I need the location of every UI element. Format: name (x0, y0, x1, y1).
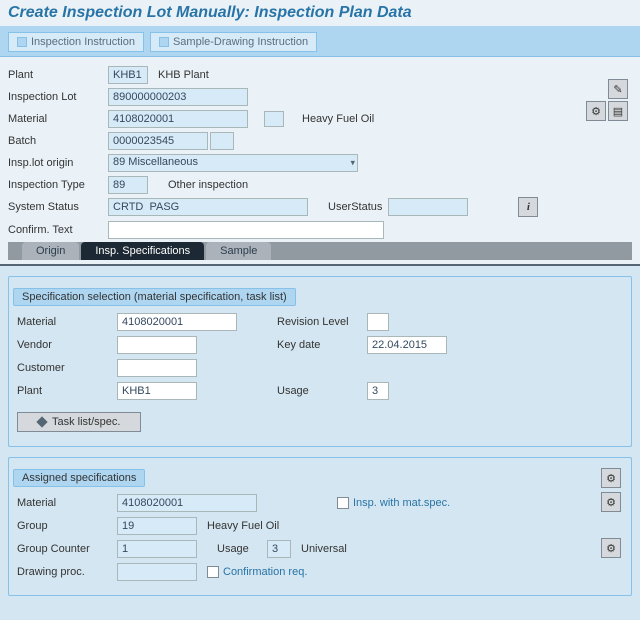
tab-sample[interactable]: Sample (206, 242, 271, 260)
revision-label: Revision Level (277, 316, 367, 328)
origin-dropdown[interactable]: 89 Miscellaneous ▾ (108, 154, 358, 172)
confirmation-req-label: Confirmation req. (223, 566, 307, 578)
assigned-usage-label: Usage (217, 543, 267, 555)
material-desc: Heavy Fuel Oil (302, 113, 374, 125)
settings-icon[interactable]: ⚙ (586, 101, 606, 121)
plant-desc: KHB Plant (158, 69, 209, 81)
customer-label: Customer (17, 362, 117, 374)
confirm-text-label: Confirm. Text (8, 224, 108, 236)
assigned-settings-icon-1[interactable]: ⚙ (601, 468, 621, 488)
task-list-spec-button[interactable]: Task list/spec. (17, 412, 141, 432)
spec-plant-label: Plant (17, 385, 117, 397)
header-form: ✎ ⚙ ▤ Plant KHB Plant Inspection Lot Mat… (0, 57, 640, 264)
tab-origin[interactable]: Origin (22, 242, 79, 260)
assigned-panel-title: Assigned specifications (13, 469, 145, 487)
specification-selection-panel: Specification selection (material specif… (8, 276, 632, 447)
keydate-label: Key date (277, 339, 367, 351)
task-list-label: Task list/spec. (52, 416, 120, 428)
drawing-input (117, 563, 197, 581)
inspection-instruction-label: Inspection Instruction (31, 36, 135, 48)
revision-input[interactable] (367, 313, 389, 331)
page-title: Create Inspection Lot Manually: Inspecti… (8, 4, 632, 22)
spec-material-label: Material (17, 316, 117, 328)
batch-input[interactable] (108, 132, 208, 150)
inspection-instruction-button[interactable]: Inspection Instruction (8, 32, 144, 52)
spec-panel-title: Specification selection (material specif… (13, 288, 296, 306)
group-input (117, 517, 197, 535)
type-input[interactable] (108, 176, 148, 194)
type-desc: Other inspection (168, 179, 248, 191)
plant-label: Plant (8, 69, 108, 81)
side-icon-group: ✎ ⚙ ▤ (586, 79, 628, 121)
plant-input[interactable] (108, 66, 148, 84)
confirmation-req-checkbox[interactable] (207, 566, 219, 578)
assigned-material-input (117, 494, 257, 512)
assigned-settings-icon-3[interactable]: ⚙ (601, 538, 621, 558)
assigned-usage-input (267, 540, 291, 558)
inspection-lot-label: Inspection Lot (8, 91, 108, 103)
origin-label: Insp.lot origin (8, 157, 108, 169)
insp-mat-spec-checkbox[interactable] (337, 497, 349, 509)
doc-icon (17, 37, 27, 47)
chevron-down-icon: ▾ (350, 157, 355, 168)
spec-usage-label: Usage (277, 385, 367, 397)
assigned-usage-desc: Universal (301, 543, 347, 555)
spec-usage-input[interactable] (367, 382, 389, 400)
vendor-input[interactable] (117, 336, 197, 354)
info-icon[interactable]: i (518, 197, 538, 217)
confirm-text-input[interactable] (108, 221, 384, 239)
edit-icon[interactable]: ✎ (608, 79, 628, 99)
origin-value: 89 Miscellaneous (113, 156, 198, 168)
doc-icon (159, 37, 169, 47)
material-extra-box (264, 111, 284, 127)
tab-strip: Origin Insp. Specifications Sample (8, 242, 632, 260)
insp-mat-spec-label: Insp. with mat.spec. (353, 497, 450, 509)
title-bar: Create Inspection Lot Manually: Inspecti… (0, 0, 640, 28)
sample-drawing-instruction-button[interactable]: Sample-Drawing Instruction (150, 32, 317, 52)
user-status-input[interactable] (388, 198, 468, 216)
sample-drawing-label: Sample-Drawing Instruction (173, 36, 308, 48)
tab-content: Specification selection (material specif… (0, 264, 640, 616)
customer-input[interactable] (117, 359, 197, 377)
group-desc: Heavy Fuel Oil (207, 520, 279, 532)
diamond-icon (36, 416, 47, 427)
material-label: Material (8, 113, 108, 125)
batch-extra-input[interactable] (210, 132, 234, 150)
list-icon[interactable]: ▤ (608, 101, 628, 121)
assigned-material-label: Material (17, 497, 117, 509)
drawing-label: Drawing proc. (17, 566, 117, 578)
assigned-specifications-panel: Assigned specifications ⚙ ⚙ ⚙ Material I… (8, 457, 632, 596)
keydate-input[interactable] (367, 336, 447, 354)
counter-label: Group Counter (17, 543, 117, 555)
counter-input (117, 540, 197, 558)
type-label: Inspection Type (8, 179, 108, 191)
spec-plant-input[interactable] (117, 382, 197, 400)
tab-insp-specifications[interactable]: Insp. Specifications (81, 242, 204, 260)
group-label: Group (17, 520, 117, 532)
batch-label: Batch (8, 135, 108, 147)
spec-material-input[interactable] (117, 313, 237, 331)
assigned-settings-icon-2[interactable]: ⚙ (601, 492, 621, 512)
vendor-label: Vendor (17, 339, 117, 351)
system-status-input (108, 198, 308, 216)
user-status-label: UserStatus (328, 201, 382, 213)
system-status-label: System Status (8, 201, 108, 213)
inspection-lot-input[interactable] (108, 88, 248, 106)
toolbar: Inspection Instruction Sample-Drawing In… (0, 28, 640, 57)
material-input[interactable] (108, 110, 248, 128)
